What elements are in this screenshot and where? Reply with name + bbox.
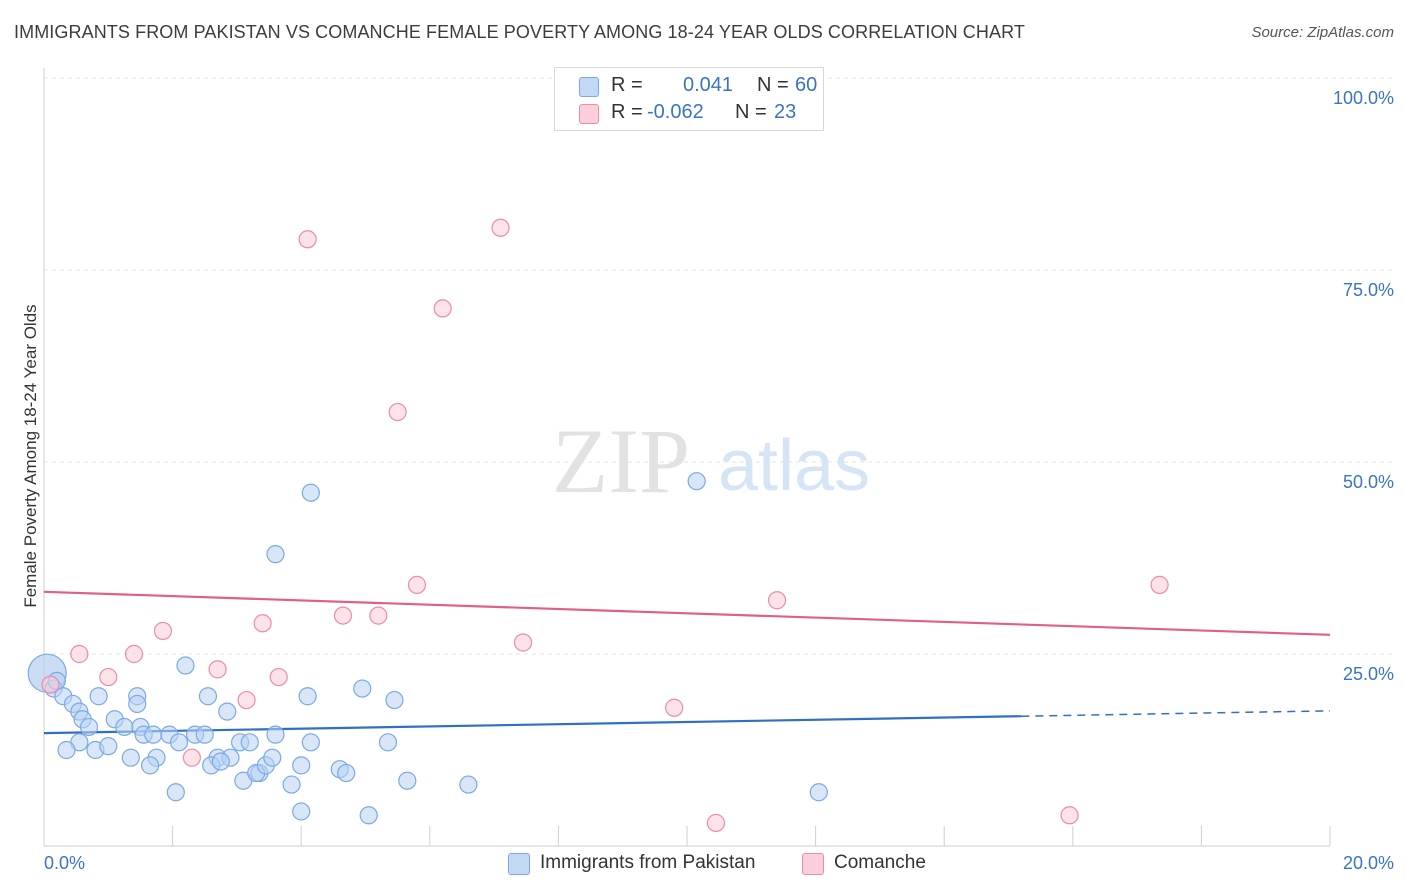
- point-pakistan: [176, 656, 195, 675]
- point-pakistan: [218, 702, 237, 721]
- source-label: Source: ZipAtlas.com: [1251, 24, 1394, 41]
- bottom-legend-label: Comanche: [834, 852, 926, 873]
- point-pakistan: [282, 775, 301, 794]
- y-tick-label: 50.0%: [1343, 472, 1394, 492]
- legend-n-value: 60: [795, 74, 818, 96]
- trendline-comanche: [43, 590, 1331, 636]
- point-comanche: [433, 299, 452, 318]
- point-pakistan: [240, 733, 259, 752]
- bottom-legend-swatch-comanche: [802, 853, 824, 875]
- point-comanche: [1150, 575, 1169, 594]
- legend-n-value: 23: [774, 101, 797, 123]
- point-comanche: [1060, 806, 1079, 825]
- stats-legend: R = 0.041 N = 60 R = -0.062 N = 23: [554, 67, 824, 131]
- point-comanche: [269, 667, 288, 687]
- point-pakistan: [99, 737, 118, 756]
- point-comanche: [237, 690, 256, 710]
- point-pakistan: [121, 748, 140, 767]
- tick-labels: 100.0% 75.0% 50.0% 25.0% 0.0% 20.0%: [44, 88, 1394, 873]
- point-pakistan: [115, 717, 134, 737]
- point-pakistan: [266, 545, 285, 564]
- point-pakistan: [89, 687, 108, 706]
- point-pakistan: [298, 687, 317, 706]
- watermark-zip: ZIP: [552, 410, 690, 512]
- trendline-extension: [1021, 710, 1331, 717]
- legend-r-value: 0.041: [683, 74, 734, 96]
- point-pakistan: [353, 679, 372, 698]
- legend-r-label: R =: [611, 101, 643, 123]
- point-pakistan: [337, 763, 356, 783]
- point-pakistan: [687, 472, 706, 491]
- point-comanche: [298, 230, 317, 249]
- point-pakistan: [263, 748, 282, 767]
- y-axis-label: Female Poverty Among 18-24 Year Olds: [21, 304, 40, 607]
- point-pakistan: [292, 802, 311, 821]
- y-tick-label: 25.0%: [1343, 664, 1394, 684]
- point-comanche: [253, 614, 272, 633]
- point-comanche: [513, 633, 533, 652]
- point-comanche: [665, 698, 684, 717]
- data-points: [27, 218, 1169, 833]
- point-pakistan: [398, 771, 417, 790]
- point-pakistan: [211, 752, 230, 771]
- point-pakistan: [169, 733, 189, 752]
- y-tick-label: 75.0%: [1343, 280, 1394, 300]
- point-comanche: [153, 621, 173, 641]
- point-pakistan: [128, 694, 147, 714]
- bottom-legend-swatch-pakistan: [508, 853, 530, 875]
- point-pakistan: [195, 725, 214, 744]
- point-comanche: [388, 402, 407, 422]
- legend-n-label: N =: [735, 101, 767, 123]
- point-pakistan: [144, 725, 163, 744]
- point-pakistan: [385, 690, 404, 710]
- point-comanche: [369, 606, 388, 625]
- bottom-legend-label: Immigrants from Pakistan: [540, 852, 756, 873]
- point-comanche: [41, 675, 60, 694]
- point-pakistan: [57, 740, 76, 760]
- legend-r-label: R =: [611, 74, 643, 96]
- point-comanche: [706, 813, 726, 833]
- point-pakistan: [266, 725, 285, 744]
- point-comanche: [99, 667, 118, 687]
- point-pakistan: [459, 775, 478, 794]
- point-comanche: [182, 748, 201, 767]
- point-comanche: [333, 606, 353, 625]
- trendlines: [43, 590, 1331, 735]
- point-pakistan: [301, 483, 320, 502]
- axes: [43, 68, 1331, 847]
- point-pakistan: [140, 756, 160, 775]
- point-pakistan: [378, 733, 398, 752]
- point-pakistan: [198, 687, 218, 706]
- chart-title: IMMIGRANTS FROM PAKISTAN VS COMANCHE FEM…: [14, 22, 1025, 42]
- point-pakistan: [166, 783, 185, 802]
- y-tick-label: 100.0%: [1333, 88, 1394, 108]
- gridlines: [44, 77, 1394, 655]
- x-tick-label: 0.0%: [44, 853, 85, 873]
- legend-swatch-comanche: [579, 104, 599, 124]
- point-comanche: [124, 644, 144, 664]
- point-comanche: [70, 644, 89, 664]
- legend-n-label: N =: [757, 74, 789, 96]
- point-pakistan: [809, 783, 828, 802]
- point-comanche: [407, 575, 427, 594]
- point-pakistan: [292, 756, 311, 775]
- legend-swatch-pakistan: [579, 77, 599, 97]
- watermark-atlas: atlas: [718, 426, 870, 506]
- point-pakistan: [359, 806, 378, 825]
- point-comanche: [491, 218, 510, 237]
- legend-r-value: -0.062: [647, 101, 704, 123]
- point-pakistan: [79, 717, 99, 737]
- x-tick-label: 20.0%: [1343, 853, 1394, 873]
- point-pakistan: [301, 733, 320, 752]
- point-comanche: [767, 591, 787, 610]
- point-comanche: [208, 660, 227, 679]
- watermark: ZIP atlas: [552, 410, 870, 512]
